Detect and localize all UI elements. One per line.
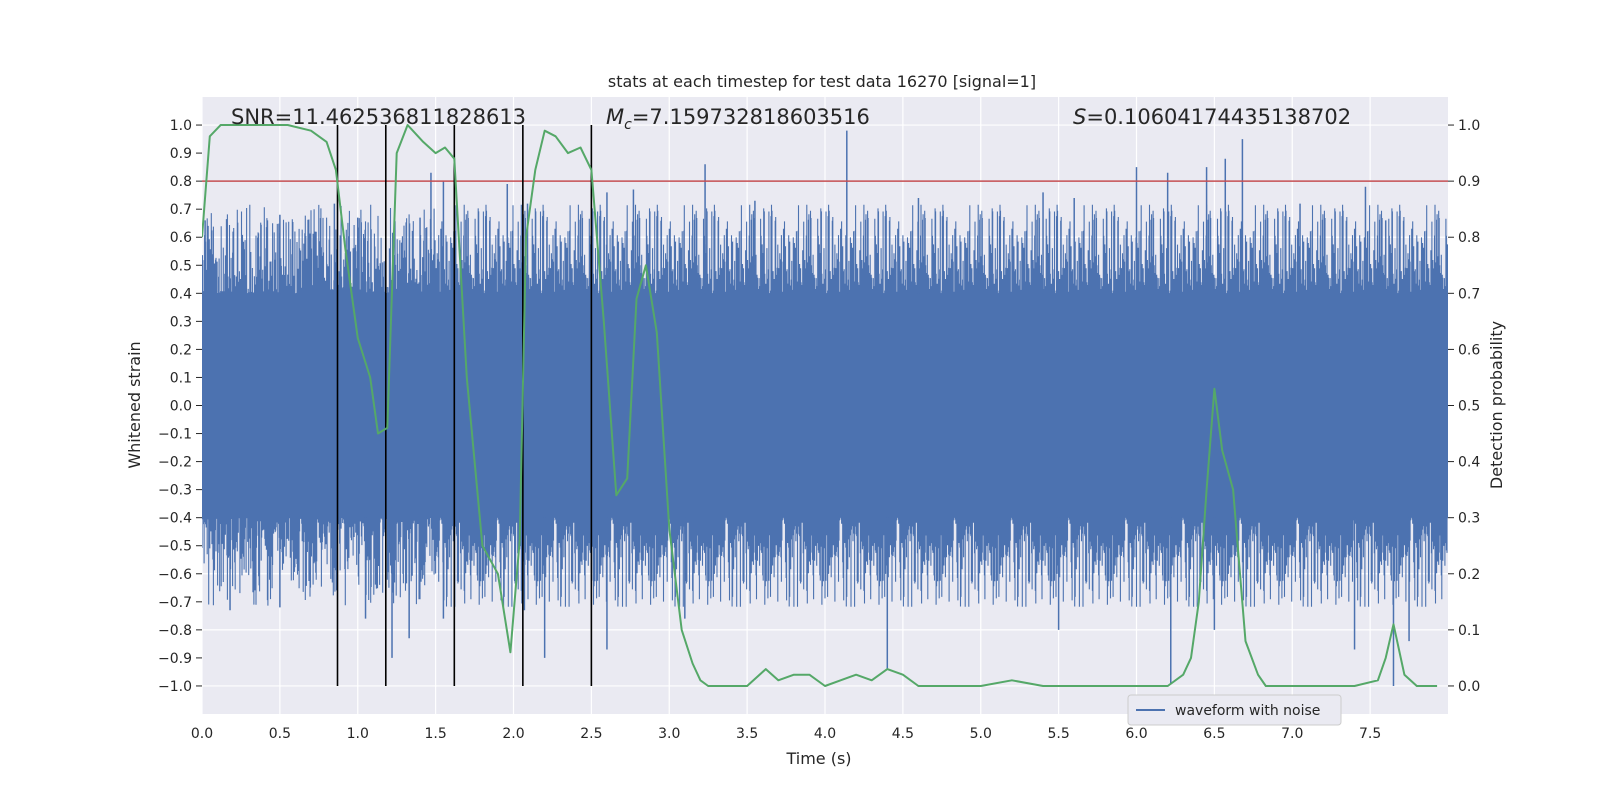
y2-tick-label: 0.0 [1458,679,1480,695]
y-tick-label: −0.2 [158,455,192,471]
probability-series [202,124,1438,687]
legend-box [1127,694,1342,726]
y-tick-label: −0.7 [158,595,192,611]
y-tick-label: 0.1 [170,370,192,386]
y-tick-label: 0.0 [170,399,192,415]
y2-axis: 0.0 0.1 0.2 0.3 0.4 0.5 0.6 0.7 0.8 0.9 1.0 [1448,118,1480,695]
x-tick-label: 1.0 [347,726,369,742]
y2-tick-label: 1.0 [1458,118,1480,134]
waveform-series [202,130,1448,686]
y2-tick-label: 0.3 [1458,511,1480,527]
y2-axis-label: Detection probability [1487,321,1506,489]
y2-tick-label: 0.5 [1458,399,1480,415]
x-tick-label: 6.5 [1203,726,1225,742]
probability-line [202,124,1438,687]
x-tick-label: 6.0 [1125,726,1147,742]
x-tick-label: 1.5 [424,726,446,742]
x-tick-label: 4.5 [892,726,914,742]
y-tick-label: 0.3 [170,314,192,330]
y2-tick-label: 0.4 [1458,455,1480,471]
y-tick-label: 0.8 [170,174,192,190]
y-axis-label: Whitened strain [125,341,144,468]
vertical-markers [336,125,593,686]
x-tick-label: 4.0 [814,726,836,742]
y-tick-label: −0.1 [158,427,192,443]
x-tick-label: 0.5 [269,726,291,742]
y2-tick-label: 0.6 [1458,342,1480,358]
y-tick-label: 0.9 [170,146,192,162]
y-tick-label: 1.0 [170,118,192,134]
y-tick-label: −0.6 [158,567,192,583]
snr-annotation: SNR=11.462536811828613 [231,105,526,129]
chirp-mass-symbol: M [606,105,624,129]
y-tick-label: 0.7 [170,202,192,218]
s-value: =0.10604174435138702 [1086,105,1351,129]
y2-tick-label: 0.9 [1458,174,1480,190]
s-symbol: S [1073,105,1086,129]
y-tick-label: −1.0 [158,679,192,695]
y-axis: −1.0 −0.9 −0.8 −0.7 −0.6 −0.5 −0.4 −0.3 −0.2 −0.1… [158,118,202,695]
y2-tick-label: 0.2 [1458,567,1480,583]
y-tick-label: 0.4 [170,286,192,302]
y2-tick-label: 0.1 [1458,623,1480,639]
y-tick-label: 0.5 [170,258,192,274]
x-tick-label: 7.0 [1281,726,1303,742]
x-tick-label: 2.0 [502,726,524,742]
x-tick-label: 3.0 [658,726,680,742]
y-tick-label: −0.4 [158,511,192,527]
chart-title: stats at each timestep for test data 162… [608,72,1036,91]
legend-label: waveform with noise [1175,703,1320,719]
chirp-mass-value: =7.159732818603516 [632,105,870,129]
x-tick-label: 5.5 [1047,726,1069,742]
x-axis-label: Time (s) [785,749,851,768]
legend: waveform with noise [1127,694,1342,726]
y-tick-label: −0.9 [158,651,192,667]
chirp-mass-subscript: c [624,117,632,133]
x-tick-label: 3.5 [736,726,758,742]
x-axis: 0.0 0.5 1.0 1.5 2.0 2.5 3.0 3.5 4.0 4.5 5.0 5.5 6.0 6… [191,726,1381,742]
s-annotation: S=0.10604174435138702 [1073,105,1351,129]
y-tick-label: −0.3 [158,483,192,499]
y2-tick-label: 0.8 [1458,230,1480,246]
y2-tick-label: 0.7 [1458,286,1480,302]
x-tick-label: 7.5 [1359,726,1381,742]
y-tick-label: 0.6 [170,230,192,246]
x-tick-label: 2.5 [580,726,602,742]
chirp-mass-annotation: Mc=7.159732818603516 [606,105,870,133]
y-tick-label: 0.2 [170,342,192,358]
x-tick-label: 5.0 [970,726,992,742]
y-tick-label: −0.8 [158,623,192,639]
y-tick-label: −0.5 [158,539,192,555]
x-tick-label: 0.0 [191,726,213,742]
